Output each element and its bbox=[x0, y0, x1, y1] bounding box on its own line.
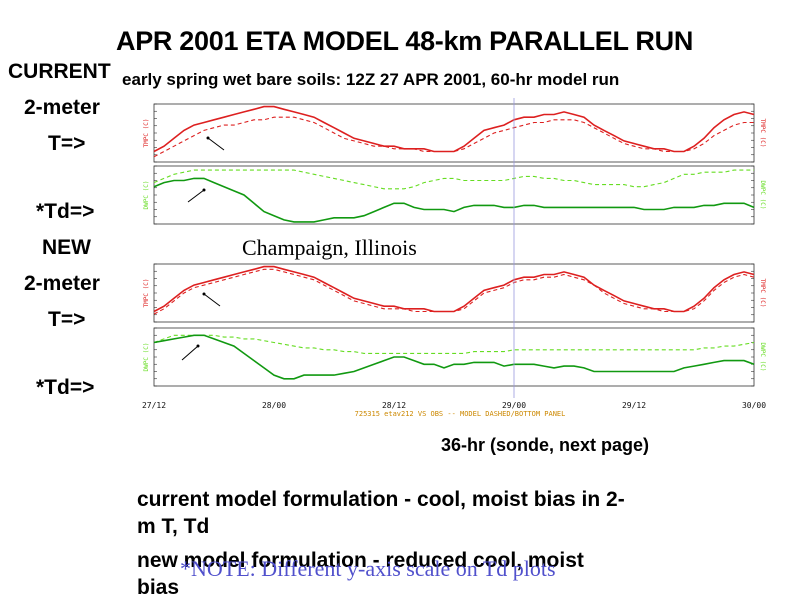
series-line-new-T-solid bbox=[153, 265, 755, 313]
annotation-arrow-head bbox=[196, 344, 200, 348]
label-2meter-new: 2-meter bbox=[24, 272, 100, 295]
series-line-current-Td-solid bbox=[153, 177, 755, 223]
x-tick-label: 28/12 bbox=[382, 401, 406, 410]
panel-frame-new-Td bbox=[153, 327, 755, 387]
y-axis-label-left: DWPC (C) bbox=[143, 343, 150, 372]
y-axis-label-right: DWPC (C) bbox=[759, 343, 766, 372]
series-line-current-T-solid bbox=[153, 105, 755, 153]
sonde-note: 36-hr (sonde, next page) bbox=[441, 435, 650, 455]
annotation-arrow bbox=[207, 137, 225, 151]
x-tick-label: 29/12 bbox=[622, 401, 646, 410]
label-t-new: T=> bbox=[48, 308, 86, 331]
x-tick-label: 27/12 bbox=[142, 401, 166, 410]
y-axis-label-right: TMPC (C) bbox=[759, 119, 766, 148]
slide-title: APR 2001 ETA MODEL 48-km PARALLEL RUN bbox=[116, 26, 694, 56]
annotation-arrow bbox=[187, 189, 205, 203]
label-t-current: T=> bbox=[48, 132, 86, 155]
x-tick-label: 29/00 bbox=[502, 401, 526, 410]
annotation-arrow-head bbox=[206, 136, 210, 140]
panel-footer: 725315 etav212 VS OBS -- MODEL DASHED/BO… bbox=[355, 410, 566, 418]
annotation-arrow bbox=[181, 345, 199, 361]
x-tick-label: 28/00 bbox=[262, 401, 286, 410]
y-axis-label-right: DWPC (C) bbox=[759, 181, 766, 210]
series-line-new-T-dashed bbox=[153, 268, 755, 315]
y-axis-label-right: TMPC (C) bbox=[759, 279, 766, 308]
y-axis-label-left: TMPC (C) bbox=[143, 279, 150, 308]
y-axis-label-left: DWPC (C) bbox=[143, 181, 150, 210]
meteogram-chart: TMPC (C) TMPC (C) DWPC (C) DWPC (C) TMPC (C)… bbox=[142, 98, 766, 418]
y-axis-label-left: TMPC (C) bbox=[143, 119, 150, 148]
series-line-current-T-dashed bbox=[153, 116, 754, 158]
bottom-text-line-3: new model formulation - reduced cool, mo… bbox=[137, 549, 584, 572]
annotation-arrow bbox=[203, 293, 221, 307]
series-line-current-Td-dashed bbox=[153, 169, 754, 190]
series-line-new-Td-solid bbox=[153, 334, 755, 380]
x-tick-label: 30/00 bbox=[742, 401, 766, 410]
bottom-text-line-2: m T, Td bbox=[137, 515, 210, 538]
label-td-new: *Td=> bbox=[36, 376, 95, 399]
label-new: NEW bbox=[42, 236, 91, 259]
overlay-note: *NOTE: Different y-axis scale on Td plot… bbox=[180, 556, 556, 581]
label-current: CURRENT bbox=[8, 60, 111, 83]
location-label: Champaign, Illinois bbox=[242, 235, 417, 260]
label-2meter-current: 2-meter bbox=[24, 96, 100, 119]
series-line-new-Td-dashed bbox=[153, 334, 755, 354]
slide-subtitle: early spring wet bare soils: 12Z 27 APR … bbox=[122, 70, 620, 89]
label-td-current: *Td=> bbox=[36, 200, 95, 223]
bottom-text-line-4: bias bbox=[137, 576, 180, 599]
bottom-text-line-1: current model formulation - cool, moist … bbox=[137, 488, 625, 511]
annotation-arrow-head bbox=[202, 188, 206, 192]
annotation-arrow-head bbox=[202, 292, 206, 296]
